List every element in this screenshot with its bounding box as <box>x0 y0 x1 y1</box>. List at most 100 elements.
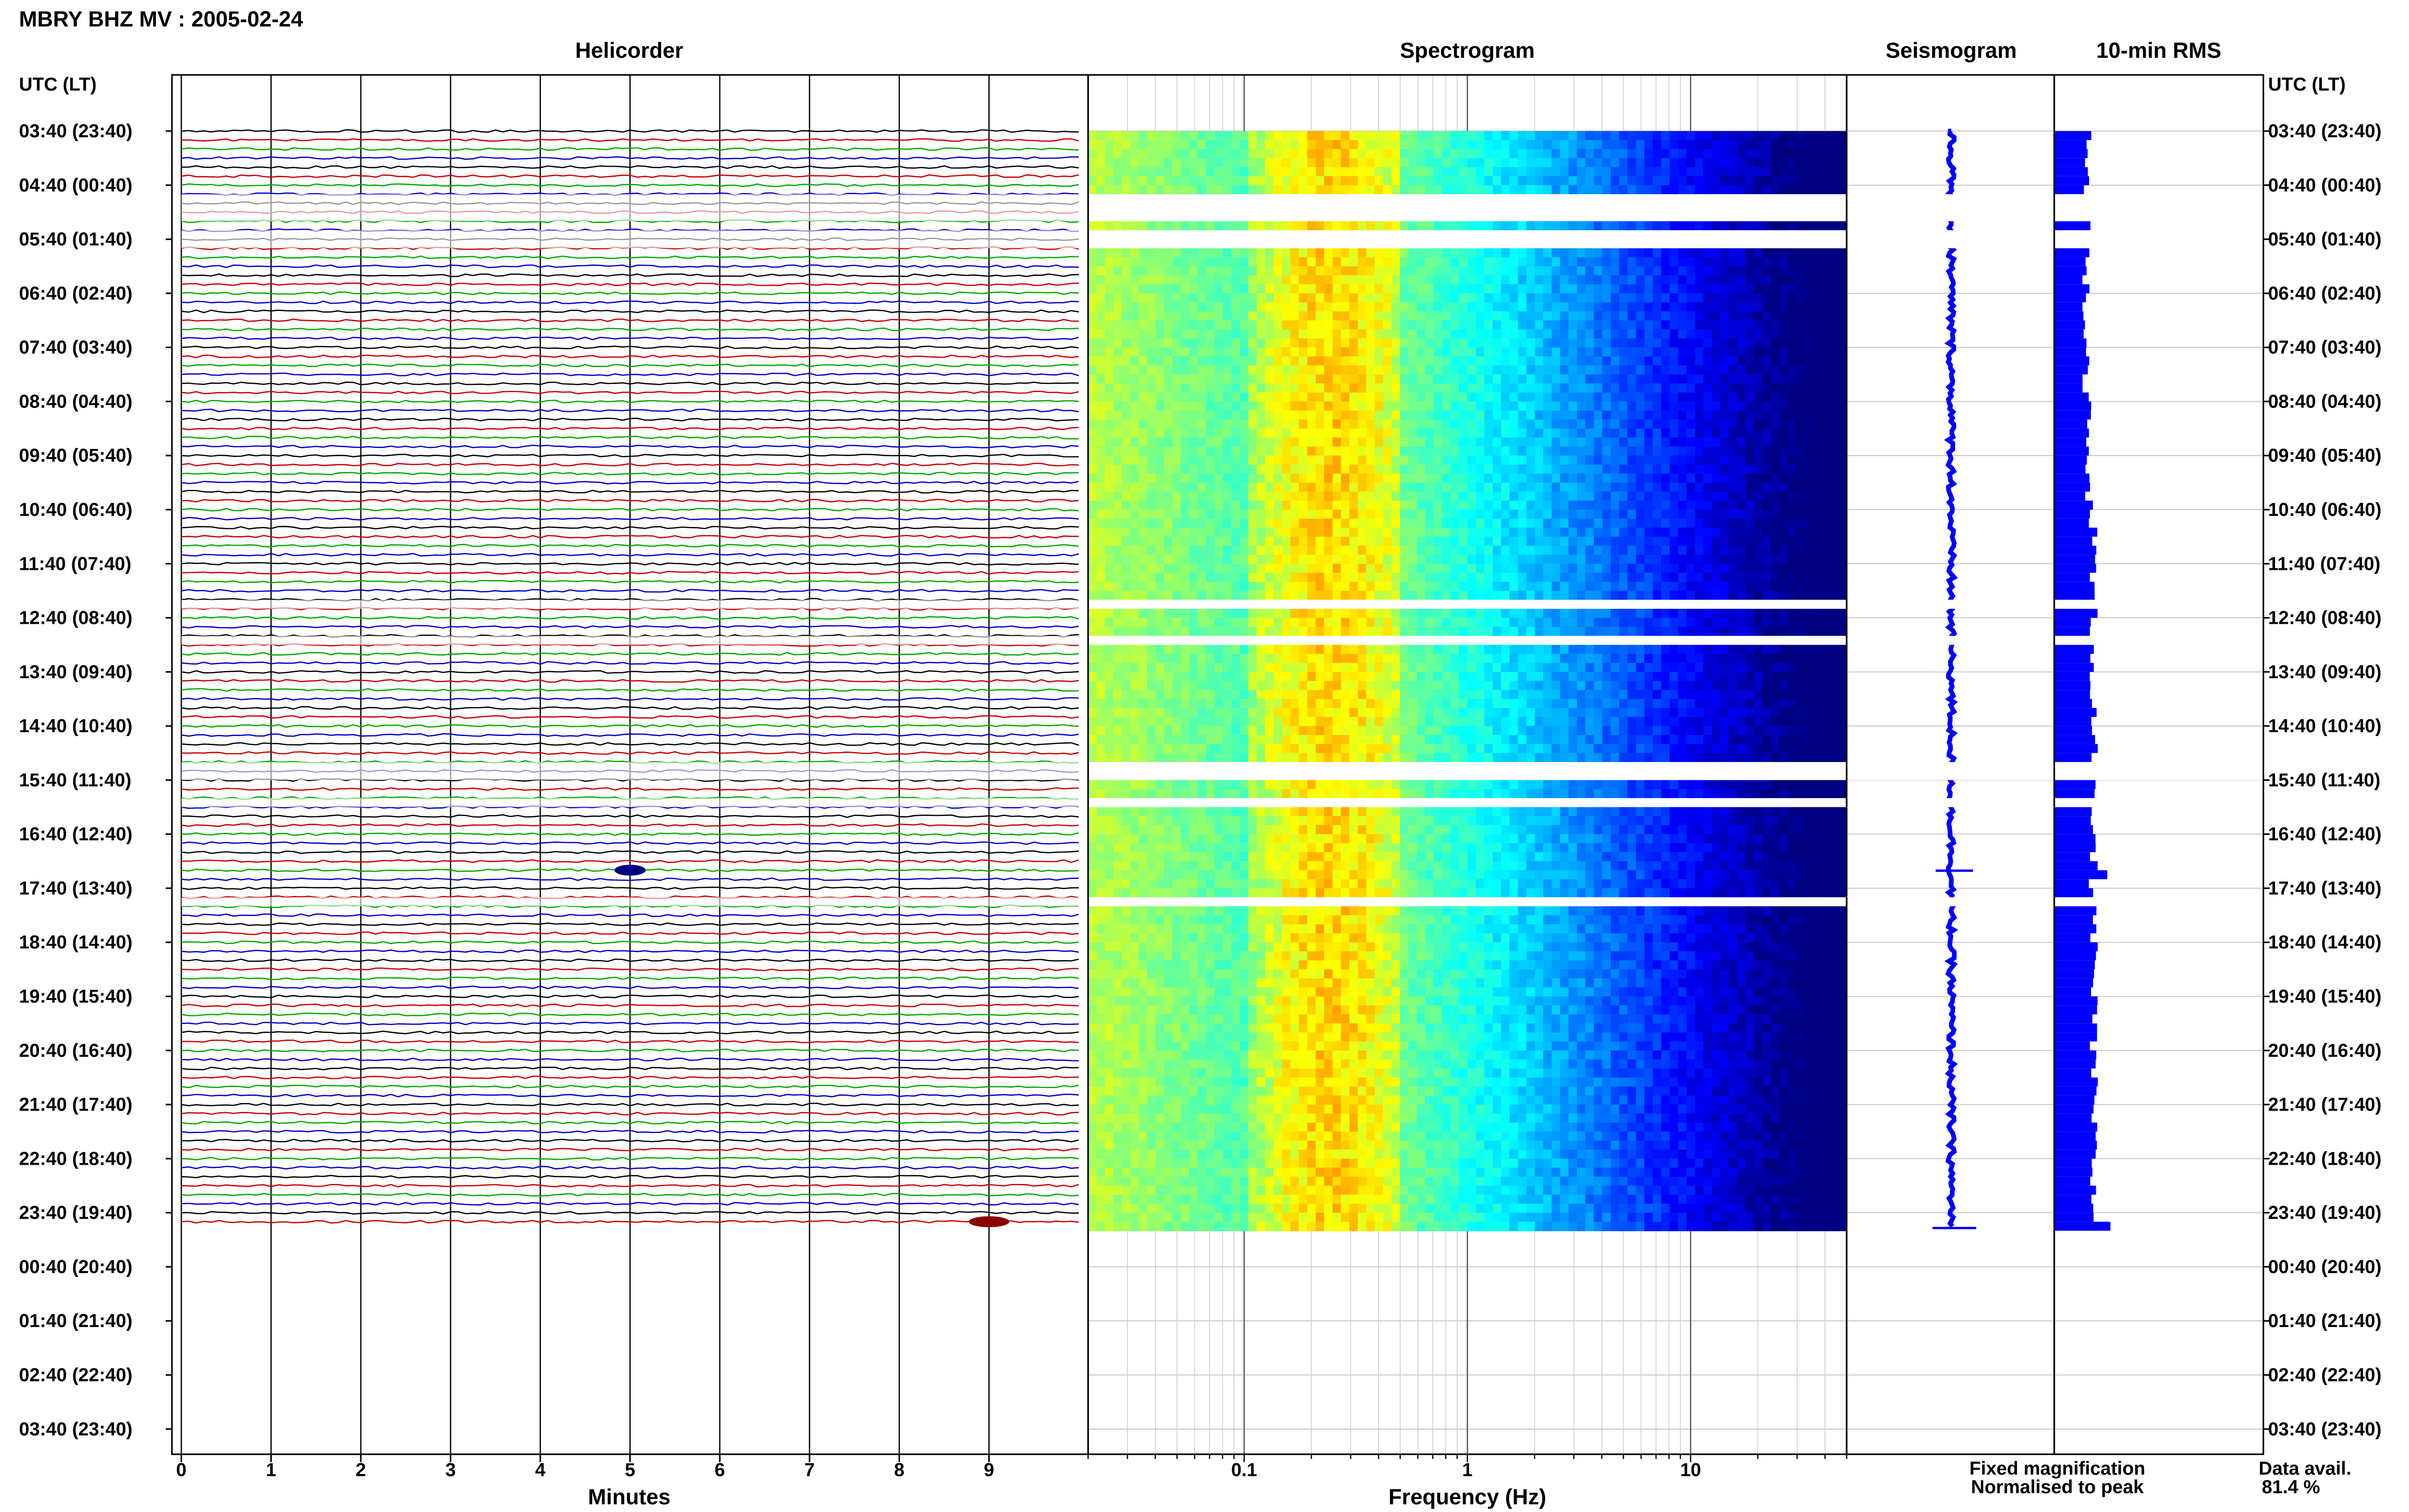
spectrogram-cell <box>1711 311 1721 321</box>
spectrogram-cell <box>1425 608 1434 618</box>
spectrogram-cell <box>1433 383 1443 393</box>
spectrogram-cell <box>1155 374 1165 384</box>
spectrogram-cell <box>1568 419 1578 429</box>
spectrogram-cell <box>1771 410 1780 420</box>
spectrogram-cell <box>1711 131 1721 141</box>
spectrogram-cell <box>1096 491 1106 501</box>
spectrogram-cell <box>1611 500 1620 511</box>
spectrogram-cell <box>1518 302 1527 312</box>
spectrogram-cell <box>1804 365 1813 375</box>
spectrogram-cell <box>1804 392 1813 402</box>
spectrogram-cell <box>1779 311 1788 321</box>
spectrogram-cell <box>1518 500 1527 511</box>
spectrogram-cell <box>1686 356 1695 366</box>
spectrogram-cell <box>1619 167 1628 177</box>
spectrogram-cell <box>1197 356 1207 366</box>
spectrogram-cell <box>1180 447 1190 456</box>
spectrogram-cell <box>1155 347 1165 357</box>
spectrogram-cell <box>1669 428 1679 438</box>
spectrogram-cell <box>1813 428 1822 438</box>
spectrogram-cell <box>1214 482 1224 492</box>
spectrogram-cell <box>1636 437 1645 447</box>
spectrogram-cell <box>1821 293 1830 303</box>
spectrogram-cell <box>1366 527 1376 538</box>
spectrogram-cell <box>1240 320 1249 330</box>
spectrogram-cell <box>1669 365 1679 375</box>
spectrogram-cell <box>1298 140 1308 150</box>
spectrogram-cell <box>1694 257 1704 267</box>
spectrogram-cell <box>1728 447 1738 456</box>
spectrogram-cell <box>1636 464 1645 474</box>
spectrogram-cell <box>1240 266 1249 276</box>
spectrogram-cell <box>1720 410 1729 420</box>
spectrogram-cell <box>1088 410 1097 420</box>
spectrogram-cell <box>1223 131 1232 141</box>
spectrogram-cell <box>1653 455 1662 465</box>
spectrogram-cell <box>1754 347 1763 357</box>
spectrogram-cell <box>1332 311 1342 321</box>
spectrogram-cell <box>1669 518 1679 528</box>
spectrogram-cell <box>1720 447 1729 456</box>
spectrogram-cell <box>1147 131 1156 141</box>
spectrogram-cell <box>1416 320 1426 330</box>
spectrogram-cell <box>1214 537 1224 546</box>
spectrogram-cell <box>1164 356 1173 366</box>
spectrogram-cell <box>1189 573 1198 582</box>
spectrogram-cell <box>1138 401 1148 411</box>
spectrogram-cell <box>1391 437 1401 447</box>
spectrogram-cell <box>1737 482 1746 492</box>
spectrogram-cell <box>1627 419 1637 429</box>
spectrogram-cell <box>1829 275 1839 285</box>
spectrogram-cell <box>1467 419 1477 429</box>
spectrogram-cell <box>1636 131 1645 141</box>
spectrogram-cell <box>1341 428 1350 438</box>
spectrogram-cell <box>1551 455 1561 465</box>
spectrogram-cell <box>1518 527 1527 538</box>
spectrogram-cell <box>1206 419 1215 429</box>
spectrogram-cell <box>1231 419 1241 429</box>
spectrogram-cell <box>1476 510 1485 519</box>
spectrogram-cell <box>1661 356 1670 366</box>
spectrogram-cell <box>1298 311 1308 321</box>
spectrogram-cell <box>1720 419 1729 429</box>
spectrogram-cell <box>1467 167 1477 177</box>
spectrogram-cell <box>1813 284 1822 294</box>
spectrogram-cell <box>1762 491 1772 501</box>
spectrogram-cell <box>1669 437 1679 447</box>
spectrogram-cell <box>1248 284 1257 294</box>
spectrogram-cell <box>1611 284 1620 294</box>
spectrogram-cell <box>1551 428 1561 438</box>
spectrogram-cell <box>1560 464 1569 474</box>
spectrogram-cell <box>1349 158 1359 168</box>
spectrogram-cell <box>1459 591 1468 601</box>
spectrogram-cell <box>1155 311 1165 321</box>
spectrogram-cell <box>1257 392 1266 402</box>
spectrogram-cell <box>1248 401 1257 411</box>
spectrogram-cell <box>1425 185 1434 195</box>
spectrogram-cell <box>1627 591 1637 601</box>
spectrogram-cell <box>1737 383 1746 393</box>
spectrogram-cell <box>1324 510 1333 519</box>
spectrogram-cell <box>1315 537 1325 546</box>
spectrogram-cell <box>1771 428 1780 438</box>
spectrogram-cell <box>1568 356 1578 366</box>
spectrogram-cell <box>1543 257 1552 267</box>
spectrogram-cell <box>1703 149 1712 159</box>
spectrogram-cell <box>1703 176 1712 186</box>
spectrogram-cell <box>1813 131 1822 141</box>
spectrogram-cell <box>1206 537 1215 546</box>
spectrogram-cell <box>1829 383 1839 393</box>
spectrogram-cell <box>1257 338 1266 348</box>
spectrogram-cell <box>1307 581 1316 592</box>
spectrogram-cell <box>1476 473 1485 483</box>
spectrogram-cell <box>1122 266 1131 276</box>
spectrogram-cell <box>1694 581 1704 592</box>
spectrogram-cell <box>1155 140 1165 150</box>
spectrogram-cell <box>1189 365 1198 375</box>
spectrogram-cell <box>1324 248 1333 258</box>
spectrogram-cell <box>1147 573 1156 582</box>
spectrogram-cell <box>1518 311 1527 321</box>
spectrogram-cell <box>1408 564 1417 574</box>
spectrogram-cell <box>1425 491 1434 501</box>
spectrogram-cell <box>1408 284 1417 294</box>
